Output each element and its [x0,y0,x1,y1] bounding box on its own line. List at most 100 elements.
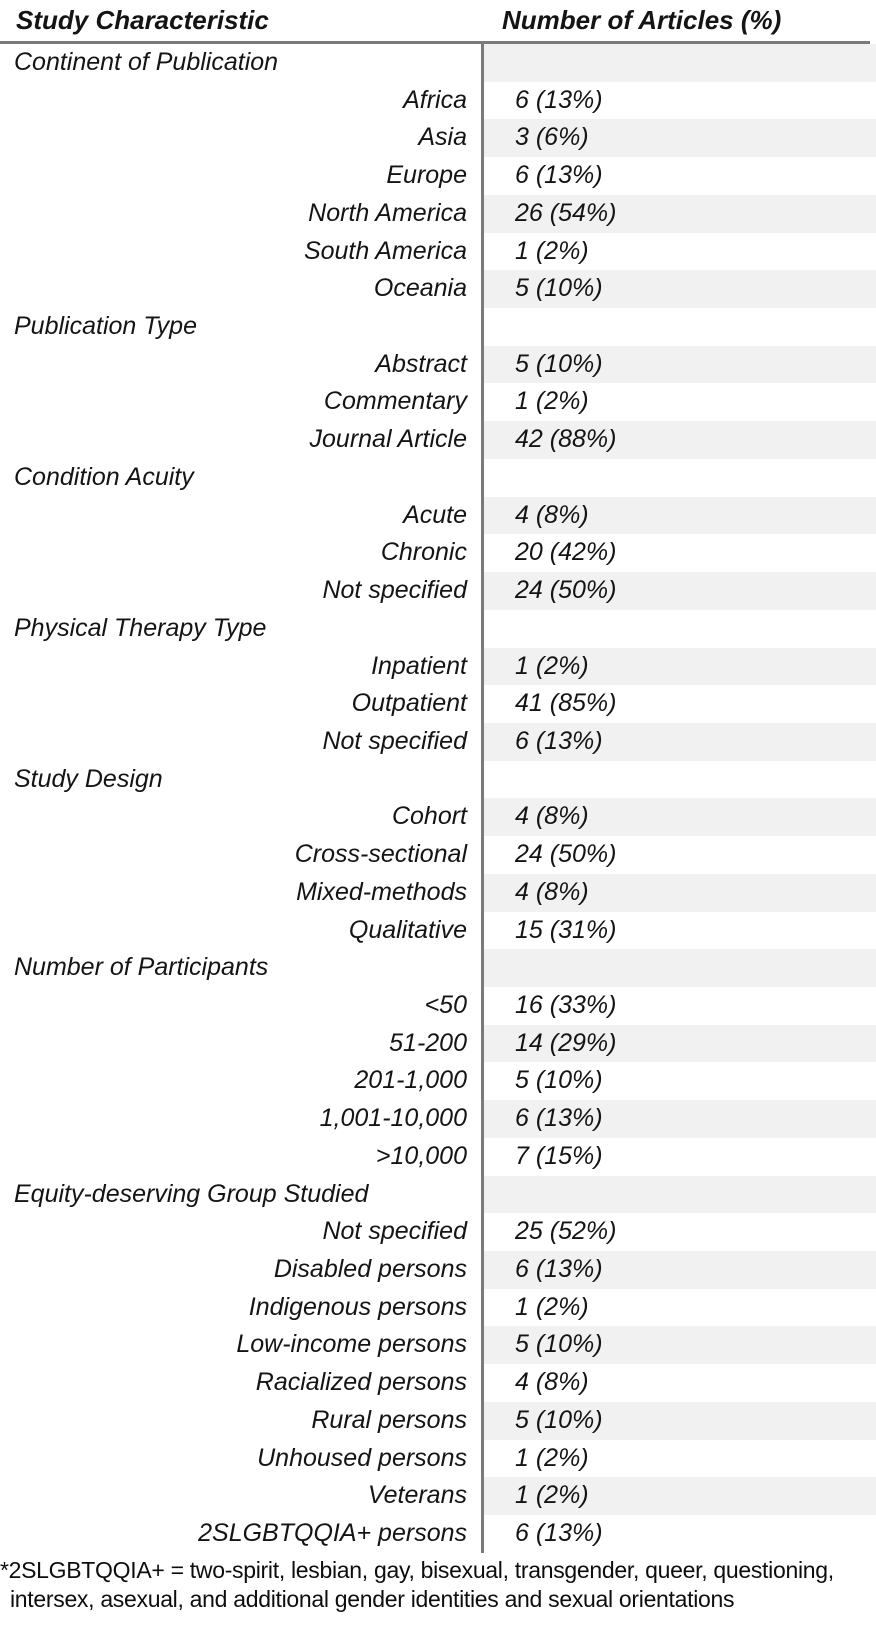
table-row: Europe 6 (13%) [0,157,876,195]
table-row: 51-200 14 (29%) [0,1024,876,1063]
row-value: 1 (2%) [481,1288,876,1327]
row-value: 4 (8%) [481,798,876,837]
table-row: Not specified 6 (13%) [0,722,876,761]
table-row: Asia 3 (6%) [0,119,876,158]
row-value: 15 (31%) [481,911,876,950]
row-value: 1 (2%) [481,383,876,422]
table-row: Outpatient 41 (85%) [0,685,876,723]
table-row: Not specified 25 (52%) [0,1213,876,1251]
row-label: Journal Article [309,425,467,454]
row-label: Unhoused persons [257,1443,467,1472]
table-row: >10,000 7 (15%) [0,1137,876,1176]
table-body: Continent of Publication Africa 6 (13%) Asi… [0,44,876,1553]
table-row: Unhoused persons 1 (2%) [0,1439,876,1478]
column-header-number-of-articles: Number of Articles (%) [502,5,782,35]
row-value: 16 (33%) [481,986,876,1025]
row-value: 6 (13%) [481,1100,876,1138]
row-value [481,458,876,497]
section-row: Continent of Publication [0,44,876,82]
table-row: Journal Article 42 (88%) [0,421,876,459]
section-row: Number of Participants [0,949,876,987]
row-value: 5 (10%) [481,1062,876,1101]
column-header-study-characteristic: Study Characteristic [16,5,269,35]
row-label: South America [303,236,467,265]
row-value: 7 (15%) [481,1137,876,1176]
table-row: Abstract 5 (10%) [0,345,876,384]
row-value: 5 (10%) [481,270,876,309]
section-label: Equity-deserving Group Studied [14,1179,369,1208]
table-row: 1,001-10,000 6 (13%) [0,1100,876,1138]
section-row: Publication Type [0,308,876,346]
section-label: Continent of Publication [14,48,279,76]
row-value: 26 (54%) [481,194,876,233]
row-label: Qualitative [348,915,467,944]
row-label: <50 [424,990,467,1019]
row-value [481,609,876,648]
table-row: Inpatient 1 (2%) [0,647,876,686]
row-label: Not specified [322,726,467,755]
section-row: Physical Therapy Type [0,609,876,648]
row-label: Disabled persons [273,1255,467,1283]
table-row: Commentary 1 (2%) [0,383,876,422]
row-label: Cross-sectional [294,840,467,869]
table-row: South America 1 (2%) [0,232,876,271]
row-value: 4 (8%) [481,496,876,535]
table-row: 2SLGBTQQIA+ persons 6 (13%) [0,1515,876,1553]
row-label: Oceania [373,274,467,303]
table-row: North America 26 (54%) [0,194,876,233]
row-value: 25 (52%) [481,1213,876,1251]
row-label: Veterans [367,1481,467,1510]
row-label: Not specified [322,1217,467,1246]
table-row: Cohort 4 (8%) [0,798,876,837]
table-row: Chronic 20 (42%) [0,534,876,573]
row-value: 14 (29%) [481,1024,876,1063]
row-value: 4 (8%) [481,873,876,912]
row-label: Chronic [380,538,467,567]
row-value: 6 (13%) [481,722,876,761]
row-label: Mixed-methods [296,877,467,906]
row-value [481,1175,876,1214]
row-value: 4 (8%) [481,1364,876,1402]
row-label: >10,000 [375,1141,467,1170]
row-label: Outpatient [351,689,467,718]
section-row: Equity-deserving Group Studied [0,1175,876,1214]
row-value: 1 (2%) [481,1439,876,1478]
row-value: 24 (50%) [481,572,876,610]
header-rule [0,41,870,44]
footnote: *2SLGBTQQIA+ = two-spirit, lesbian, gay,… [0,1556,876,1614]
table-row: Disabled persons 6 (13%) [0,1251,876,1289]
section-label: Physical Therapy Type [14,613,267,642]
table-row: Racialized persons 4 (8%) [0,1364,876,1402]
table-row: 201-1,000 5 (10%) [0,1062,876,1101]
row-value: 3 (6%) [481,119,876,158]
table-row: Oceania 5 (10%) [0,270,876,309]
row-value: 24 (50%) [481,836,876,874]
row-value: 1 (2%) [481,1477,876,1516]
row-value: 5 (10%) [481,1326,876,1365]
footnote-line-1: *2SLGBTQQIA+ = two-spirit, lesbian, gay,… [0,1556,834,1583]
table-row: Rural persons 5 (10%) [0,1401,876,1440]
row-label: 2SLGBTQQIA+ persons [198,1519,467,1548]
row-value [481,44,876,82]
row-value: 6 (13%) [481,1515,876,1553]
footnote-line-2: intersex, asexual, and additional gender… [10,1585,735,1612]
row-value: 6 (13%) [481,81,876,120]
row-label: Indigenous persons [248,1292,467,1321]
row-label: 1,001-10,000 [319,1104,467,1133]
table-row: Acute 4 (8%) [0,496,876,535]
row-label: Commentary [323,387,467,416]
row-label: Rural persons [311,1405,467,1434]
row-label: Abstract [375,349,467,378]
table-row: Low-income persons 5 (10%) [0,1326,876,1365]
row-label: 51-200 [389,1028,467,1057]
row-value: 41 (85%) [481,685,876,723]
row-value [481,760,876,799]
table-row: Indigenous persons 1 (2%) [0,1288,876,1327]
row-value: 1 (2%) [481,232,876,271]
row-label: Racialized persons [255,1368,467,1397]
row-label: Low-income persons [236,1330,467,1359]
row-label: North America [308,198,467,227]
row-value: 42 (88%) [481,421,876,459]
section-row: Study Design [0,760,876,799]
row-label: Europe [386,161,467,190]
